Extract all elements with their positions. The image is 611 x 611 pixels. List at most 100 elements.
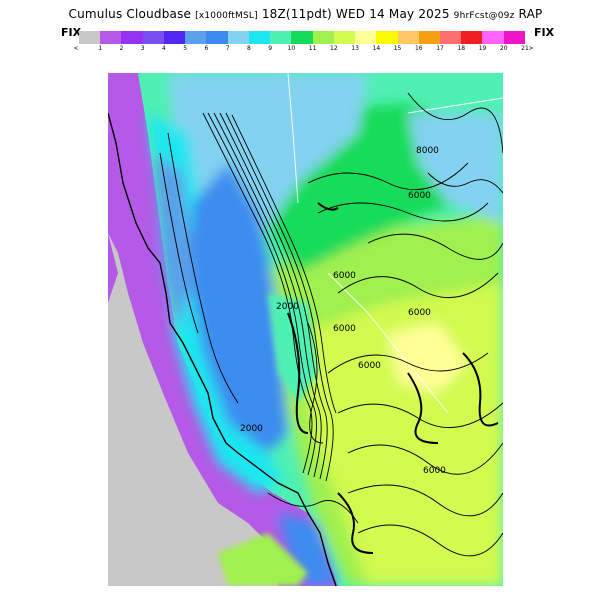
contour-line [167,132,239,404]
legend-tick-label: 10 [287,45,296,52]
color-legend-bar [79,31,525,44]
legend-swatch [270,31,292,44]
contour-line [357,524,503,557]
legend-swatch [439,31,462,44]
legend-tick-label: 19 [478,45,487,52]
legend-swatch [482,31,504,44]
cloudbase-zone-9 [268,293,318,403]
contour-label: 8000 [416,146,439,156]
contour-label: 6000 [423,466,446,476]
map-title: Cumulus Cloudbase [x1000ftMSL] 18Z(11pdt… [0,7,611,21]
title-main: Cumulus Cloudbase [68,7,192,21]
legend-tick-label: 3 [140,45,145,52]
contour-label: 6000 [333,271,356,281]
map-panel: 8000 6000 6000 6000 6000 6000 6000 2000 … [108,73,503,586]
legend-swatch [312,31,334,44]
title-units: [x1000ftMSL] [195,11,258,21]
contour-line [213,112,322,478]
title-model: RAP [518,7,543,21]
cloudbase-zone-5 [153,153,193,333]
legend-swatch [397,31,419,44]
legend-tick-label: 21 [521,45,529,52]
fix-label-left: FIX [61,26,82,39]
contour-line [225,112,334,482]
legend-swatch [121,31,143,44]
legend-swatch [418,31,440,44]
title-valid-time: 18Z(11pdt) WED 14 May 2025 [261,7,450,21]
contour-label: 2000 [240,424,263,434]
legend-swatch [142,31,164,44]
legend-tick-label: 15 [393,45,402,52]
contour-line [347,442,503,475]
legend-tick-label: 12 [330,45,338,52]
legend-swatch [376,31,398,44]
state-border-diagonal [327,272,449,414]
contour-line [219,112,328,480]
bold-contour-line [287,312,309,434]
color-legend-ticks: <1 2 3 4 5 6 7 8 9 10 11 12 13 14 15 16 17 18 19 20 21 > [73,45,533,55]
legend-swatch [100,31,122,44]
legend-tick-label: 20 [499,45,508,52]
bold-contour-line [317,202,339,211]
contour-line [337,402,503,429]
contour-line [367,233,503,260]
legend-tick-label: 7 [225,45,230,52]
contour-line [307,162,469,191]
contour-label: 6000 [408,308,431,318]
legend-tick-label: 4 [162,45,166,52]
legend-swatch [461,31,483,44]
state-border-north [287,73,299,204]
legend-tick-label: 9 [268,45,273,52]
contour-line [327,352,489,374]
legend-swatch [248,31,271,44]
legend-tick-label: 13 [351,45,359,52]
contour-line [207,112,317,476]
legend-tick-label: 16 [414,45,423,52]
bold-contour-line [462,352,499,427]
contour-line [159,152,199,334]
legend-tick-label: 14 [372,45,381,52]
legend-swatch [206,31,228,44]
cloudbase-zone-6 [188,163,288,453]
legend-swatch [503,31,525,44]
legend-tick-label: < [73,45,79,52]
contour-line [317,202,489,222]
marine-layer-region-2 [108,233,118,303]
cloudbase-zone-11-south [218,533,308,586]
legend-tick-label: 2 [119,45,124,52]
contour-line [407,92,503,154]
legend-tick-label: 1 [98,45,103,52]
contour-line [337,272,499,299]
contour-line [427,172,503,194]
legend-swatch [333,31,356,44]
legend-swatch [291,31,313,44]
fix-label-right: FIX [534,26,555,39]
cloudbase-map: 8000 6000 6000 6000 6000 6000 6000 2000 … [108,73,503,586]
contour-label: 6000 [408,191,431,201]
contour-label: 6000 [358,361,381,371]
cloudbase-zone-7-ne [408,113,503,223]
legend-tick-label: 18 [457,45,466,52]
bold-contour-lines [287,202,499,554]
legend-swatch [355,31,377,44]
legend-tick-label: 11 [308,45,317,52]
legend-swatch [185,31,207,44]
legend-swatch [79,31,101,44]
legend-swatch [163,31,186,44]
contour-line [231,114,337,414]
legend-tick-label: > [528,45,534,52]
legend-tick-label: 17 [436,45,444,52]
contour-line [307,322,324,444]
bold-contour-line [407,372,439,444]
contour-label: 2000 [276,302,299,312]
legend-swatch [227,31,249,44]
title-forecast: 9hrFcst@09z [453,11,515,21]
cloudbase-zone-6-south [278,513,338,586]
legend-tick-label: 8 [246,45,251,52]
contour-label: 6000 [333,324,356,334]
legend-tick-label: 6 [204,45,209,52]
contour-line [347,484,503,517]
legend-tick-label: 5 [183,45,188,52]
contour-line [267,492,359,524]
cloudbase-zone-13 [388,323,468,393]
